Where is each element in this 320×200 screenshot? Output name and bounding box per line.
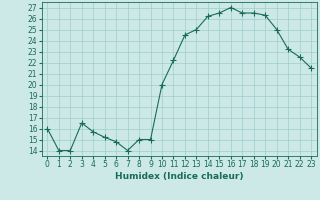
X-axis label: Humidex (Indice chaleur): Humidex (Indice chaleur): [115, 172, 244, 181]
